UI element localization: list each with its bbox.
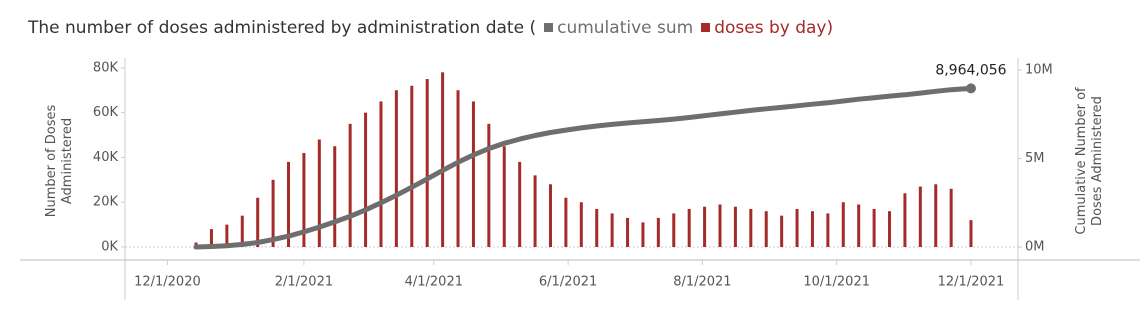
bar [333,146,337,248]
bar [410,85,414,248]
bar [733,206,737,248]
end-point [965,83,976,94]
bar [810,211,814,248]
y-tick-label: 20K [93,195,119,210]
y2-tick-label: 0M [1025,240,1045,255]
bar [533,175,537,248]
bar [456,90,460,248]
y-tick-label: 60K [93,105,119,120]
legend-swatch [544,23,554,32]
x-tick-label: 8/1/2021 [673,275,731,290]
bar [595,208,599,248]
bar [348,123,352,248]
bar [364,112,368,248]
bar [780,215,784,248]
bar [872,208,876,248]
bar [564,197,568,248]
chart-title: The number of doses administered by admi… [28,18,537,38]
bar [888,211,892,248]
bar [240,215,244,248]
value-label: 8,964,056 [935,62,1006,78]
x-tick-label: 12/1/2021 [938,275,1005,290]
x-tick-label: 4/1/2021 [405,275,463,290]
bar [764,211,768,248]
y-tick-label: 80K [93,60,119,75]
bar [394,90,398,248]
bar [518,161,522,248]
legend-swatch [701,23,711,32]
bar [425,79,429,248]
bar [610,213,614,248]
bar [687,208,691,248]
bar [656,217,660,248]
y-tick-label: 40K [93,150,119,165]
y2-tick-label: 5M [1025,151,1045,166]
bar [271,179,275,248]
bar [841,202,845,248]
x-tick-label: 6/1/2021 [539,275,597,290]
bar [379,101,383,248]
bar [826,213,830,248]
bar [703,206,707,248]
y-tick-label: 0K [101,240,118,255]
legend-entry: doses by day) [714,18,834,38]
bar [795,208,799,248]
legend-entry: cumulative sum [557,18,694,38]
bar [302,152,306,248]
bar [949,188,953,248]
bar [969,220,973,248]
y2-tick-label: 10M [1025,63,1053,78]
bar [579,202,583,248]
bar [487,123,491,248]
bar [502,146,506,248]
bar [749,208,753,248]
bar [903,193,907,248]
bar [918,186,922,248]
bar [857,204,861,248]
bar [641,222,645,248]
x-tick-label: 2/1/2021 [275,275,333,290]
bar [256,197,260,248]
line [193,85,974,250]
title-row: The number of doses administered by admi… [28,18,833,38]
bar [934,184,938,248]
bar [317,139,321,248]
bar [626,217,630,248]
bar [718,204,722,248]
bar [209,229,213,248]
bar [672,213,676,248]
bar [441,72,445,248]
bar [548,184,552,248]
x-tick-label: 12/1/2020 [134,275,201,290]
bar [225,224,229,248]
x-tick-label: 10/1/2021 [803,275,870,290]
bar [287,161,291,248]
bar [471,101,475,248]
